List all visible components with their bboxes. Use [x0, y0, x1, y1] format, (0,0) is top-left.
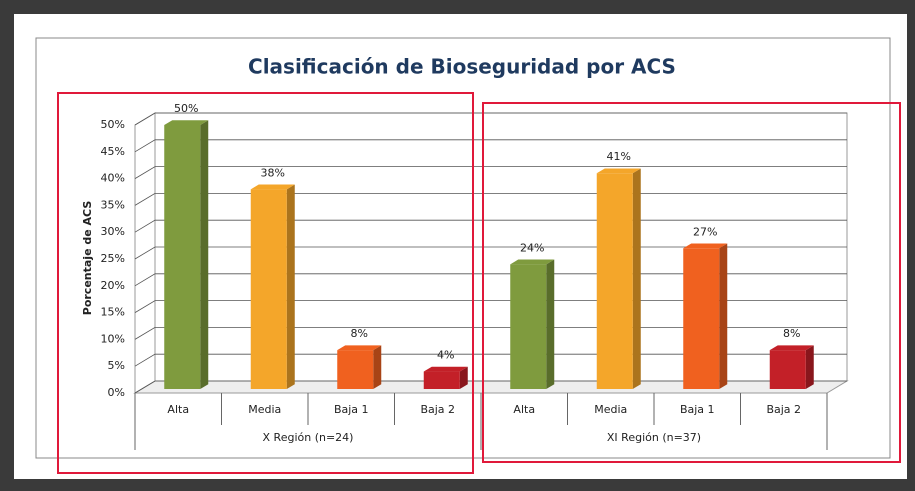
data-label: 27%	[693, 225, 717, 238]
y-tick-label: 20%	[101, 279, 125, 292]
bar-top	[769, 345, 814, 351]
data-label: 50%	[174, 102, 198, 115]
bar	[337, 350, 374, 389]
bar-side	[805, 345, 814, 389]
bar-top	[337, 345, 382, 351]
x-tick-label: Alta	[513, 403, 535, 416]
bar-side	[373, 345, 382, 389]
x-tick-label: Baja 1	[680, 403, 715, 416]
group-label: X Región (n=24)	[263, 431, 354, 444]
data-label: 38%	[261, 166, 285, 179]
floor	[133, 380, 849, 394]
bar	[596, 173, 633, 389]
bar-side	[459, 366, 468, 389]
bar	[769, 350, 806, 389]
group-label: XI Región (n=37)	[607, 431, 701, 444]
bar-top	[683, 243, 728, 249]
bar-top	[423, 366, 468, 372]
highlight-box	[57, 92, 474, 474]
data-label: 24%	[520, 241, 544, 254]
x-tick-label: Media	[594, 403, 627, 416]
bar-side	[546, 259, 555, 389]
bar-side	[286, 184, 295, 389]
grid-line	[134, 112, 847, 126]
grid-line	[134, 166, 847, 179]
x-tick-label: Baja 2	[766, 403, 801, 416]
y-tick-label: 30%	[101, 225, 125, 238]
y-tick-label: 40%	[101, 172, 125, 185]
bar-top	[596, 168, 641, 174]
bar-side	[200, 120, 209, 389]
x-tick-label: Baja 1	[334, 403, 369, 416]
chart-title: Clasificación de Bioseguridad por ACS	[248, 55, 676, 79]
y-tick-label: 25%	[101, 252, 125, 265]
bar	[164, 125, 201, 389]
bar-side	[632, 168, 641, 389]
bar-top	[164, 120, 209, 125]
bar	[510, 264, 547, 389]
bar-top	[250, 184, 295, 190]
plot: 0% 5% 10% 15% 20% 25% 30% 35% 40% 45% 50% X Región …	[101, 102, 849, 450]
grid-line	[134, 139, 847, 153]
data-label: 8%	[351, 327, 368, 340]
y-tick-label: 10%	[101, 332, 125, 345]
highlight-box	[482, 102, 901, 463]
y-tick-label: 50%	[101, 118, 125, 131]
y-tick-label: 35%	[101, 198, 125, 211]
x-tick-label: Baja 2	[420, 403, 455, 416]
data-label: 4%	[437, 349, 454, 362]
bar	[250, 189, 287, 389]
y-tick-label: 15%	[101, 306, 125, 319]
data-label: 41%	[607, 150, 631, 163]
bar-top	[510, 259, 555, 265]
y-tick-label: 5%	[108, 359, 125, 372]
y-tick-label: 0%	[108, 386, 125, 399]
bar-side	[719, 243, 728, 389]
x-tick-label: Alta	[167, 403, 189, 416]
y-axis-label: Porcentaje de ACS	[81, 201, 94, 316]
bar	[423, 371, 460, 389]
x-tick-label: Media	[248, 403, 281, 416]
y-tick-label: 45%	[101, 145, 125, 158]
data-label: 8%	[783, 327, 800, 340]
bar	[683, 248, 720, 389]
